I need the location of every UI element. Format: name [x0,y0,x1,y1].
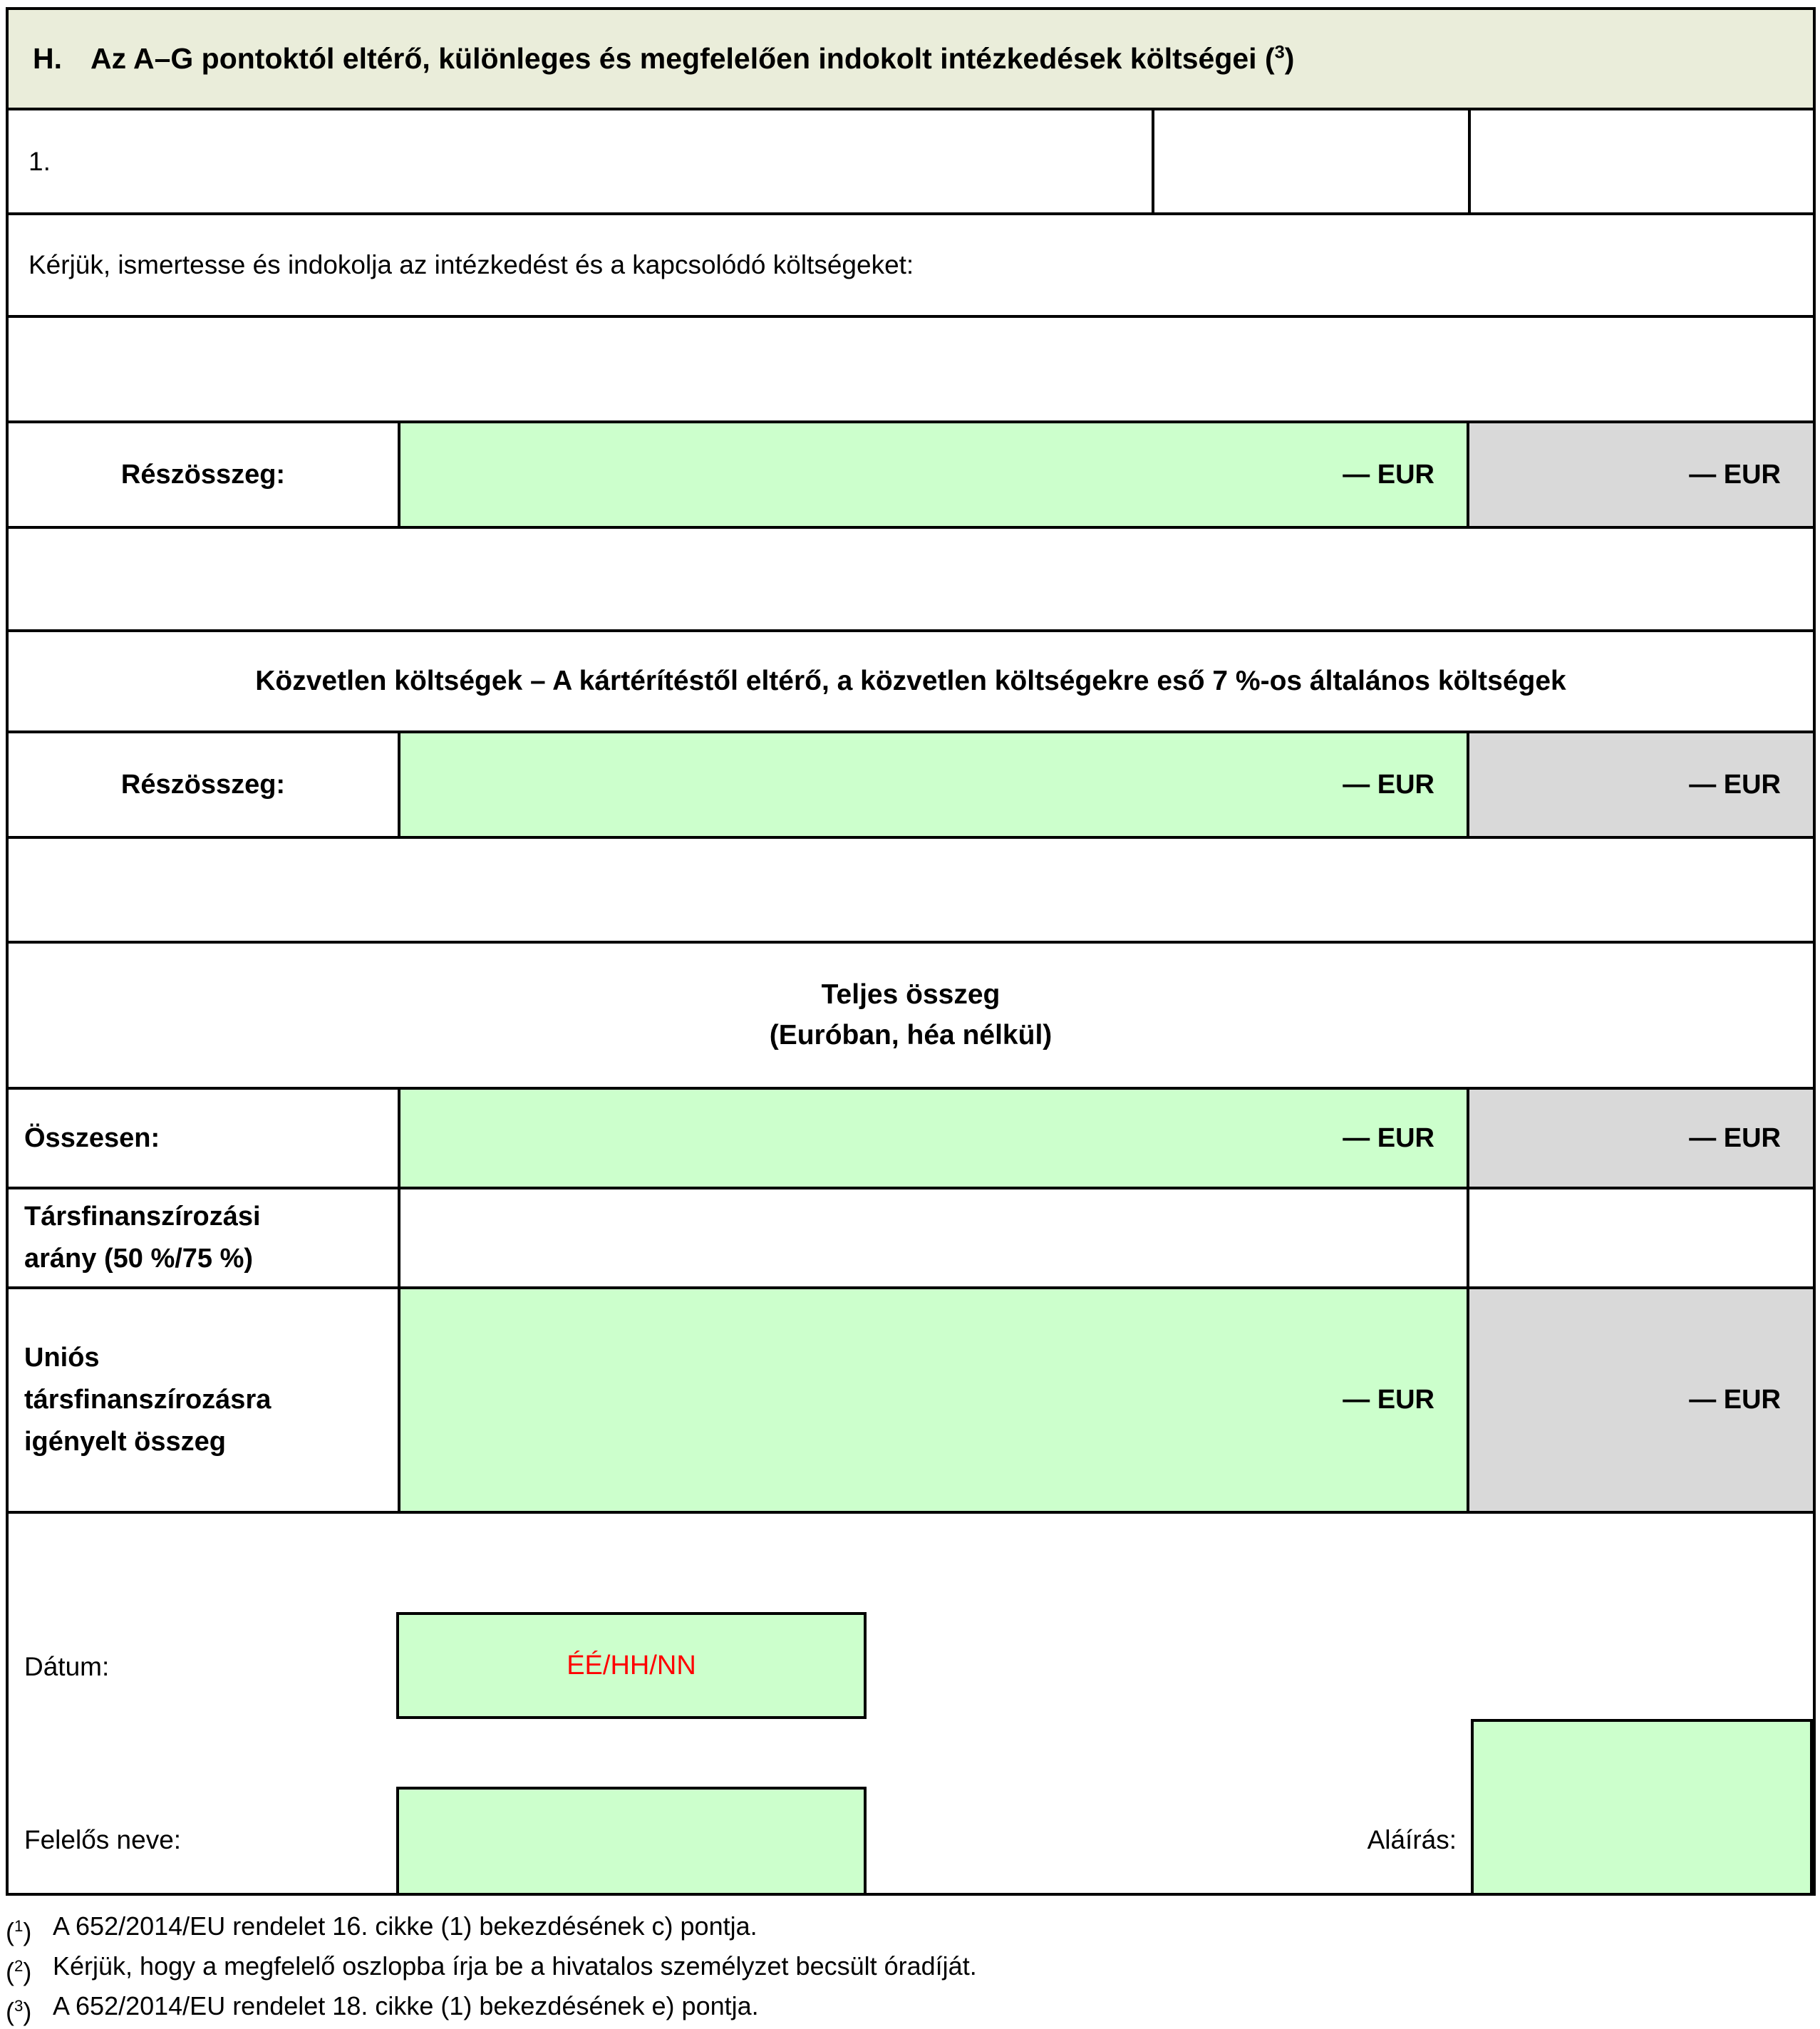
description-prompt: Kérjük, ismertesse és indokolja az intéz… [29,250,914,279]
footnote-1-ref: (1) [6,1917,32,1946]
spacer-row-2 [9,836,1813,941]
eu-cofinancing-amount-field[interactable]: — EUR [398,1289,1467,1511]
direct-costs-heading-row: Közvetlen költségek – A kártérítéstől el… [9,629,1813,730]
footnote-ref-3-marker: (3) [1256,42,1295,75]
spacer-row-1 [9,526,1813,629]
total-heading-line2: (Euróban, héa nélkül) [769,1019,1053,1050]
cofinancing-rate-official-cell [1467,1189,1813,1286]
item-amount-cell-1[interactable] [1152,110,1468,212]
item-number: 1. [29,146,51,176]
subtotal-1-eur-gray-text: — EUR [1689,459,1781,490]
footnote-2-text: Kérjük, hogy a megfelelő oszlopba írja b… [53,1951,977,1981]
subtotal-1-label: Részösszeg: [120,459,286,490]
footnote-2: (2) Kérjük, hogy a megfelelő oszlopba ír… [6,1949,1787,1989]
section-header-row: H. Az A–G pontoktól eltérő, különleges é… [9,10,1813,108]
total-heading-line1: Teljes összeg [821,979,1001,1010]
signature-section: Dátum: ÉÉ/HH/NN Felelős neve: Aláírás: [9,1511,1813,1896]
eu-cofinancing-label: Uniós társfinanszírozásra igényelt össze… [24,1343,272,1457]
footnote-3: (3) A 652/2014/EU rendelet 18. cikke (1)… [6,1989,1787,2029]
footnote-2-ref: (2) [6,1957,32,1986]
signature-input-box[interactable] [1471,1719,1813,1896]
item-amount-cell-2[interactable] [1468,110,1813,212]
date-format-placeholder: ÉÉ/HH/NN [567,1650,696,1680]
section-letter: H. [33,42,62,75]
cost-form-table: H. Az A–G pontoktól eltérő, különleges é… [6,7,1816,1896]
responsible-name-input-box[interactable] [396,1787,867,1896]
cofinancing-rate-value-cell[interactable] [398,1189,1467,1286]
subtotal-row-1: Részösszeg: — EUR — EUR [9,420,1813,526]
total-eur-text: — EUR [1343,1122,1434,1153]
total-heading-row: Teljes összeg (Euróban, héa nélkül) [9,941,1813,1087]
footnotes: (1) A 652/2014/EU rendelet 16. cikke (1)… [6,1909,1787,2029]
cofinancing-rate-label: Társfinanszírozási arány (50 %/75 %) [24,1202,261,1274]
eu-cofinancing-eur-gray-text: — EUR [1689,1385,1781,1415]
description-prompt-row: Kérjük, ismertesse és indokolja az intéz… [9,212,1813,315]
footnote-3-text: A 652/2014/EU rendelet 18. cikke (1) bek… [53,1991,759,2020]
subtotal-2-eur-gray-text: — EUR [1689,769,1781,800]
direct-costs-heading: Közvetlen költségek – A kártérítéstől el… [255,665,1566,696]
subtotal-1-eur-text: — EUR [1343,459,1434,490]
total-amount-field[interactable]: — EUR [398,1090,1467,1187]
subtotal-2-label: Részösszeg: [120,769,286,800]
subtotal-row-2: Részösszeg: — EUR — EUR [9,730,1813,836]
footnote-3-ref: (3) [6,1997,32,2026]
total-heading: Teljes összeg (Euróban, héa nélkül) [9,944,1813,1087]
date-label: Dátum: [24,1652,110,1681]
description-input-area[interactable] [9,315,1813,420]
total-official-cell: — EUR [1467,1090,1813,1187]
total-eur-gray-text: — EUR [1689,1122,1781,1153]
cofinancing-rate-row: Társfinanszírozási arány (50 %/75 %) [9,1187,1813,1286]
subtotal-1-official-cell: — EUR [1467,423,1813,526]
subtotal-2-eur-text: — EUR [1343,769,1434,800]
eu-cofinancing-official-cell: — EUR [1467,1289,1813,1511]
eu-cofinancing-eur-text: — EUR [1343,1385,1434,1415]
total-label: Összesen: [24,1122,160,1153]
total-row: Összesen: — EUR — EUR [9,1087,1813,1187]
section-title: Az A–G pontoktól eltérő, különleges és m… [91,42,1257,75]
eu-cofinancing-row: Uniós társfinanszírozásra igényelt össze… [9,1286,1813,1511]
responsible-name-label: Felelős neve: [24,1825,182,1854]
subtotal-2-official-cell: — EUR [1467,733,1813,836]
item-number-cell: 1. [9,110,1152,212]
subtotal-2-amount-field[interactable]: — EUR [398,733,1467,836]
subtotal-1-amount-field[interactable]: — EUR [398,423,1467,526]
date-input-box[interactable]: ÉÉ/HH/NN [396,1612,867,1719]
footnote-1: (1) A 652/2014/EU rendelet 16. cikke (1)… [6,1909,1787,1949]
item-number-row: 1. [9,108,1813,212]
footnote-1-text: A 652/2014/EU rendelet 16. cikke (1) bek… [53,1911,758,1941]
signature-label: Aláírás: [1367,1825,1457,1854]
